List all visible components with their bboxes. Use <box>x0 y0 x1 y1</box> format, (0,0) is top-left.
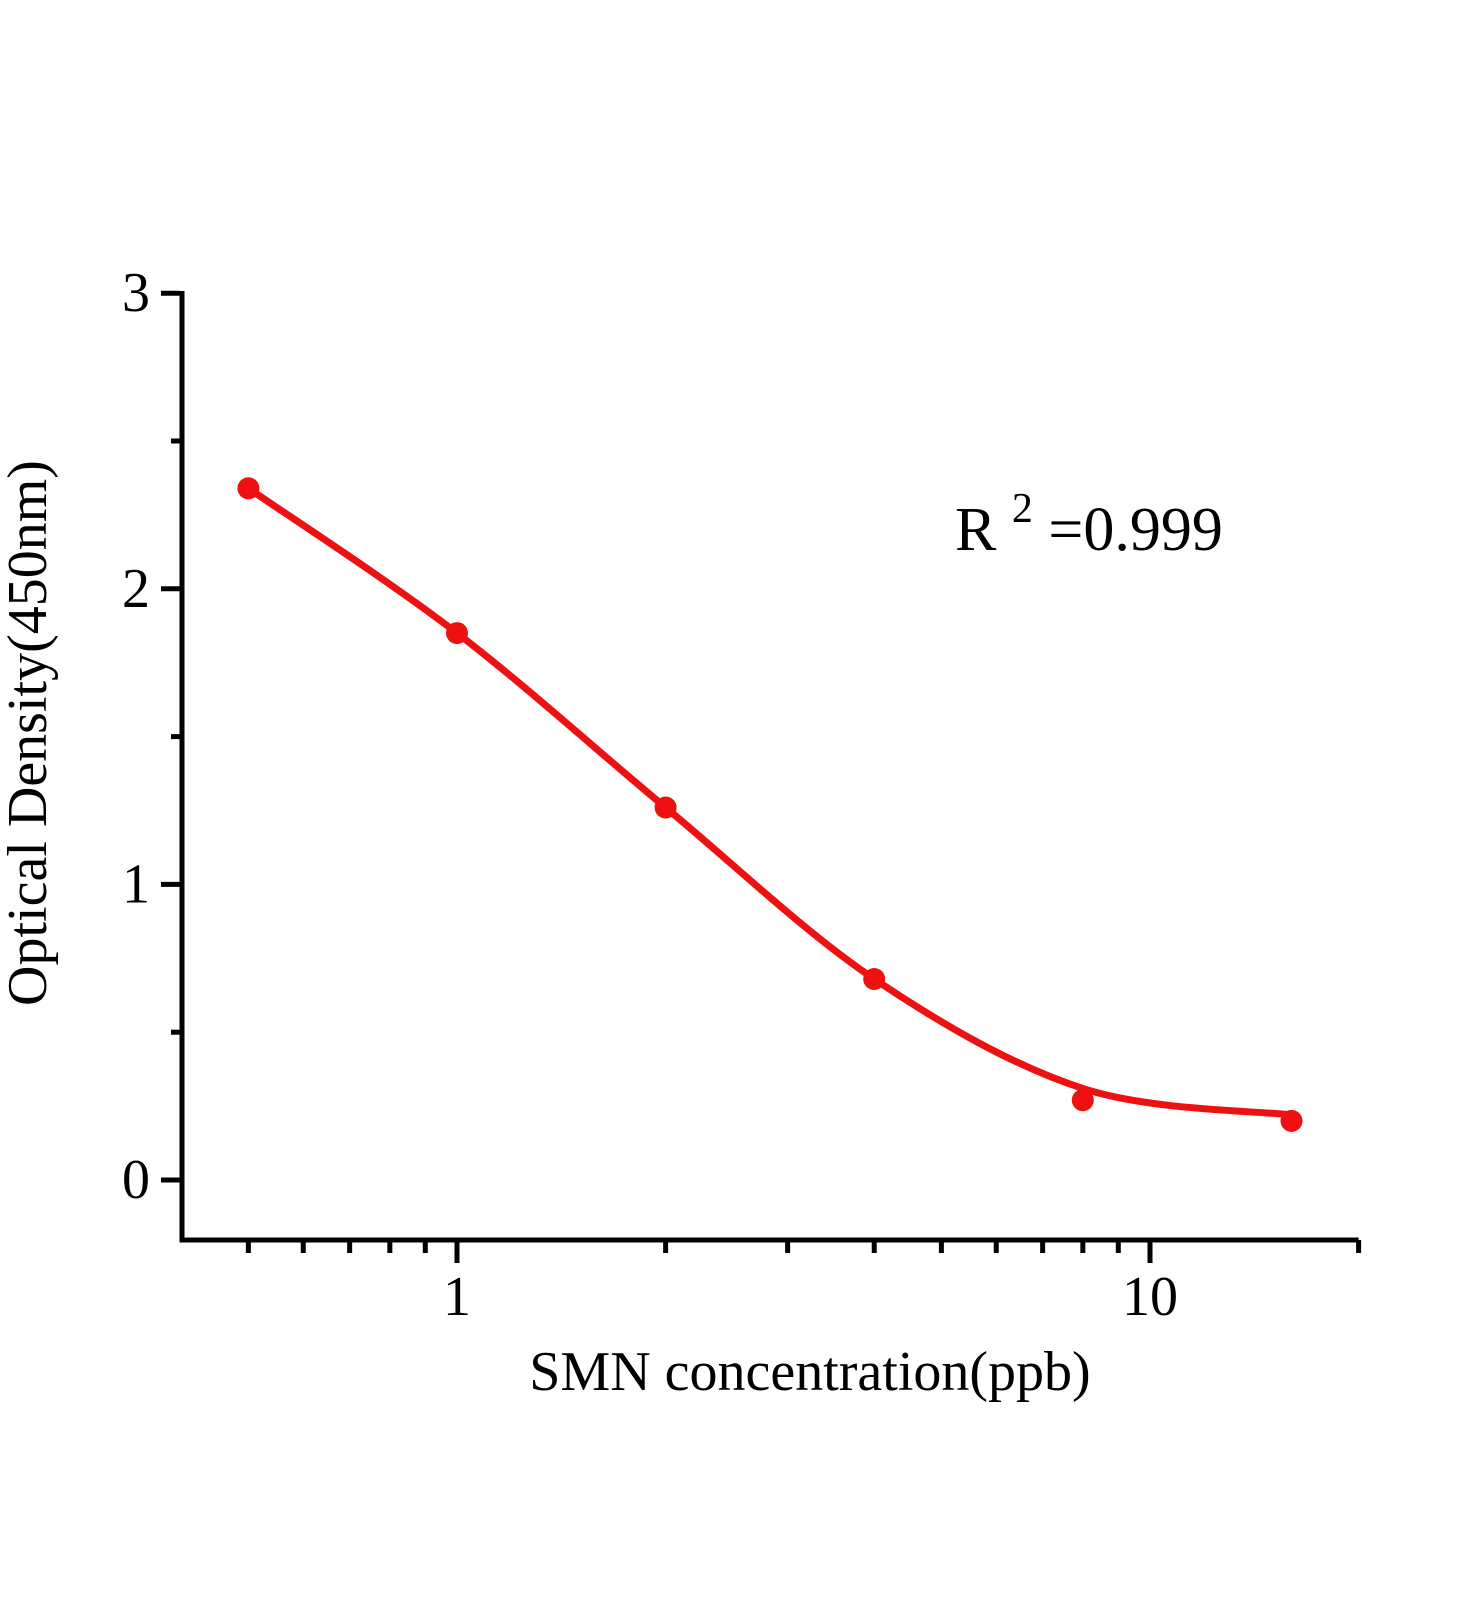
r-squared-base: R <box>955 496 997 564</box>
x-axis-label: SMN concentration(ppb) <box>529 1341 1090 1403</box>
data-point <box>1280 1109 1303 1132</box>
x-axis-ticks: 1 10 <box>245 1240 1362 1328</box>
data-point <box>1071 1089 1094 1112</box>
y-axis-ticks: 0 1 2 3 <box>122 262 180 1211</box>
y-tick-label: 0 <box>122 1149 150 1211</box>
data-point <box>237 477 260 500</box>
fit-curve <box>244 484 1295 1119</box>
data-point <box>863 968 886 990</box>
x-tick-label: 10 <box>1122 1266 1178 1328</box>
data-point <box>654 796 677 819</box>
y-tick-label: 1 <box>122 853 150 915</box>
x-tick-label: 1 <box>443 1266 471 1328</box>
r-squared-annotation: R 2 =0.999 <box>955 468 1223 564</box>
y-tick-label: 3 <box>122 262 150 324</box>
r-squared-value: =0.999 <box>1048 496 1222 564</box>
r-squared-superscript: 2 <box>1012 486 1033 532</box>
y-axis-label: Optical Density(450nm) <box>0 460 59 1006</box>
data-point <box>446 622 468 645</box>
standard-curve-series <box>237 477 1303 1132</box>
y-tick-label: 2 <box>122 558 150 620</box>
